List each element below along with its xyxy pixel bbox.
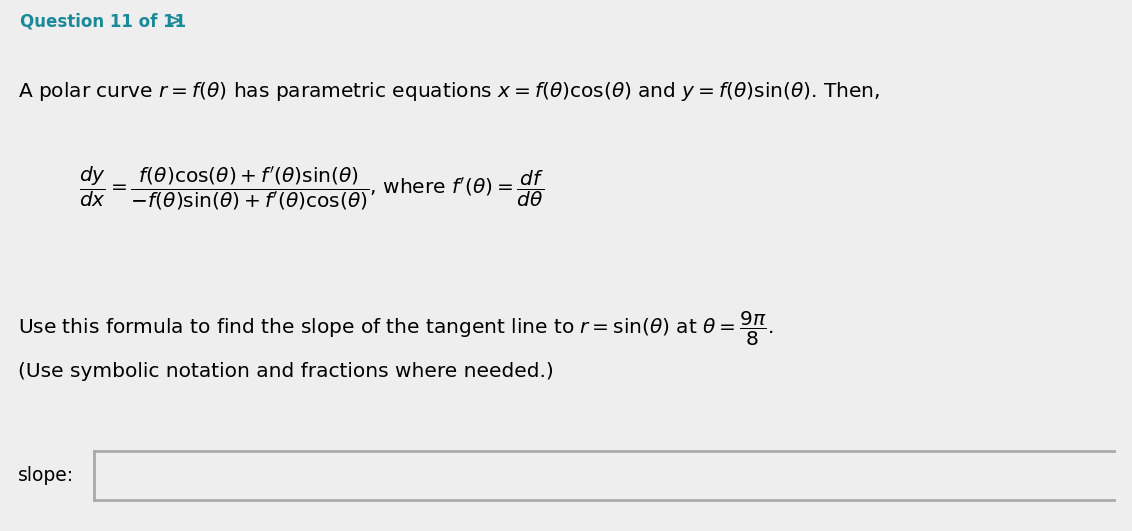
Text: >: > bbox=[168, 13, 181, 31]
Text: (Use symbolic notation and fractions where needed.): (Use symbolic notation and fractions whe… bbox=[18, 362, 554, 381]
Text: Question 11 of 11: Question 11 of 11 bbox=[20, 13, 187, 31]
Text: $\dfrac{dy}{dx} = \dfrac{f(\theta)\cos(\theta) + f'(\theta)\sin(\theta)}{-f(\the: $\dfrac{dy}{dx} = \dfrac{f(\theta)\cos(\… bbox=[79, 165, 544, 212]
Text: slope:: slope: bbox=[18, 466, 75, 485]
Text: Use this formula to find the slope of the tangent line to $r = \sin(\theta)$ at : Use this formula to find the slope of th… bbox=[18, 309, 773, 347]
Text: A polar curve $r = f(\theta)$ has parametric equations $x = f(\theta)\cos(\theta: A polar curve $r = f(\theta)$ has parame… bbox=[18, 80, 880, 103]
